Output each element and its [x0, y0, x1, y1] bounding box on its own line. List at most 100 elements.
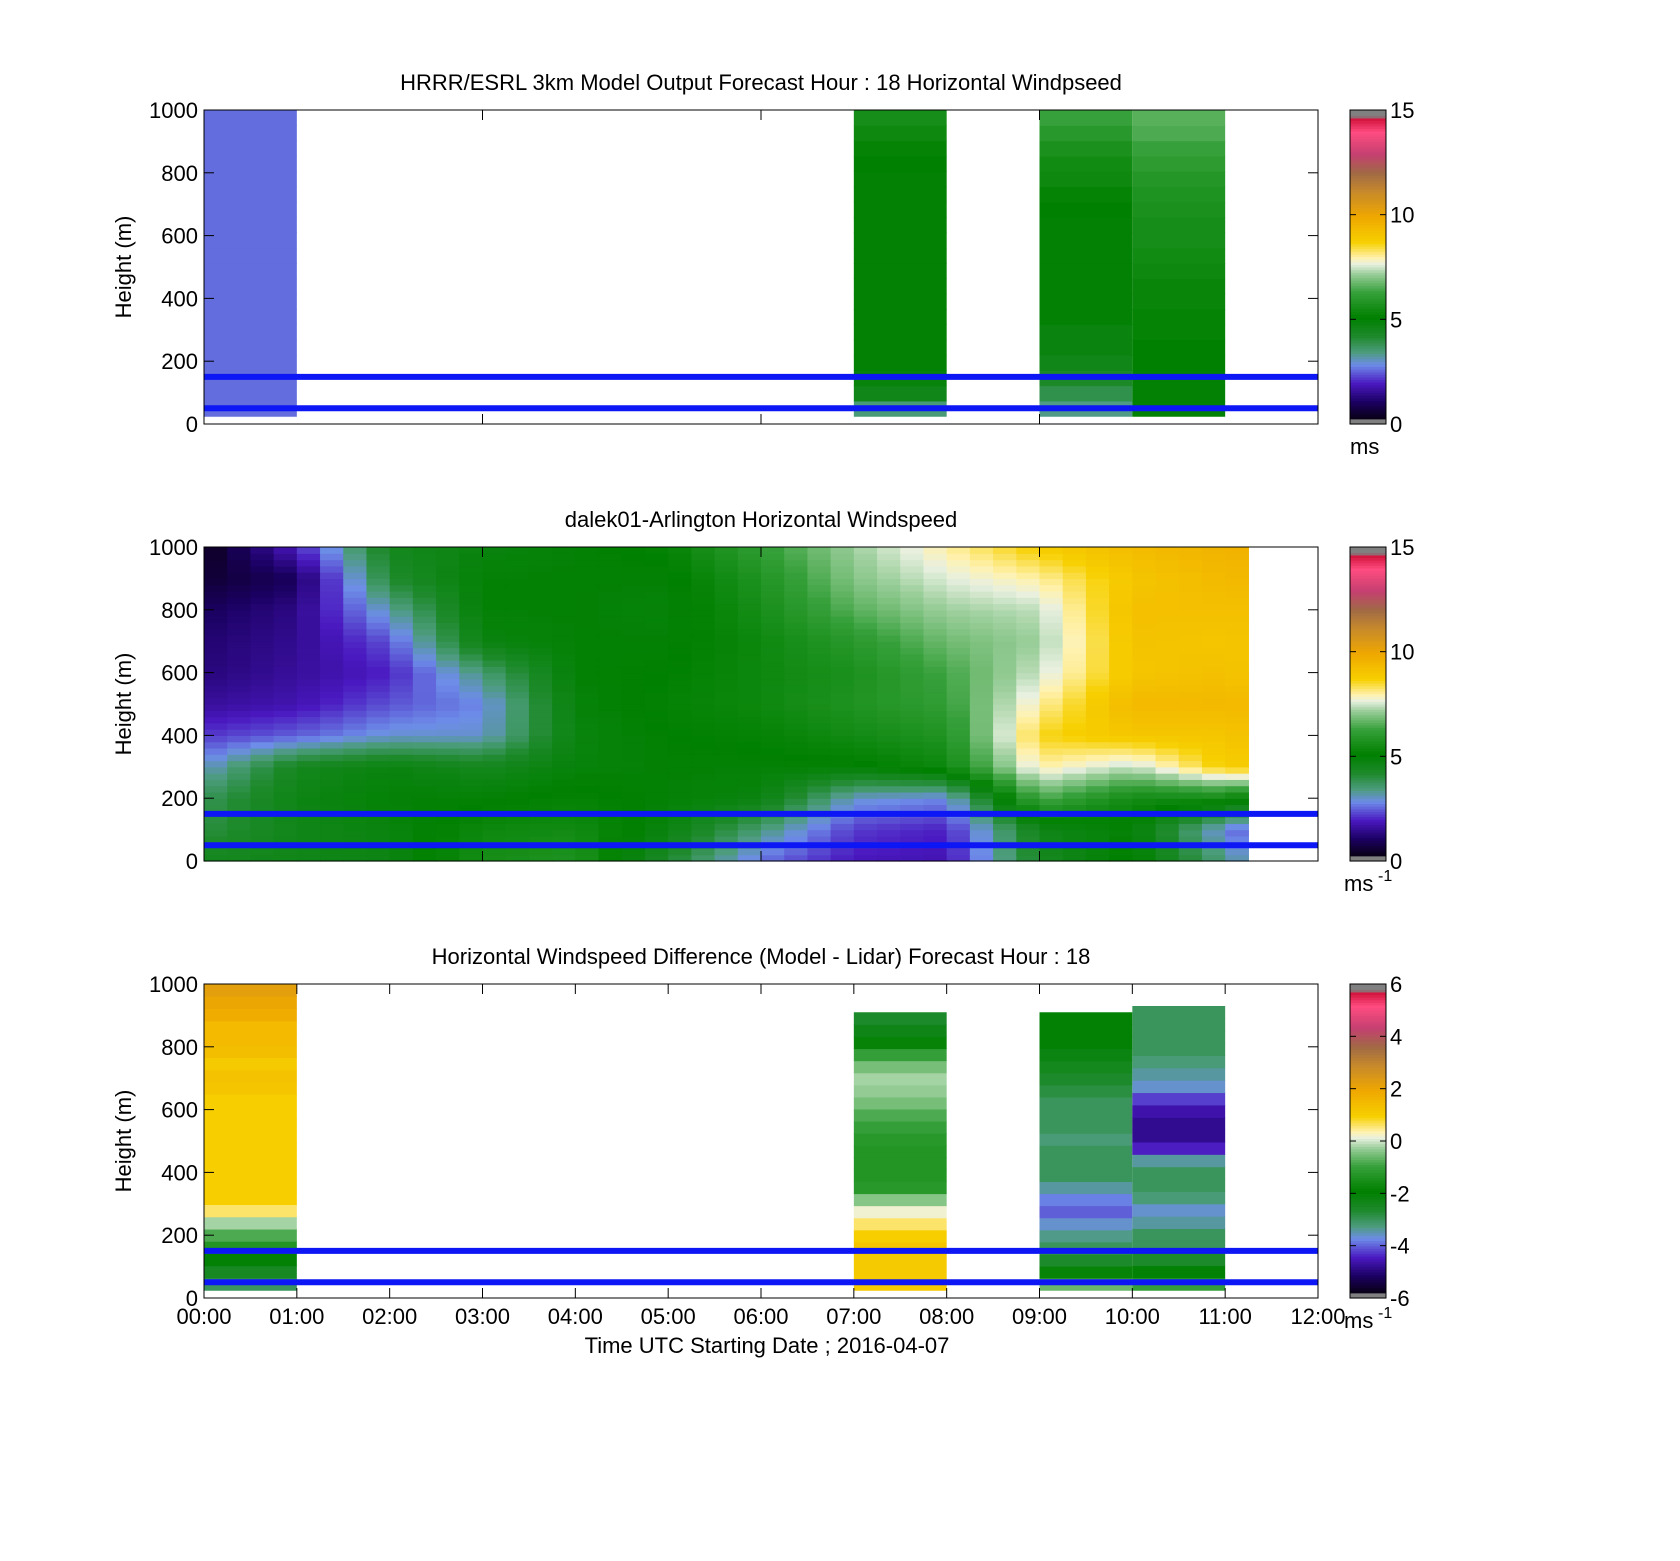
colorbar-swatch [1350, 172, 1386, 177]
heatmap-cell [877, 722, 901, 730]
heatmap-cell [1016, 666, 1041, 674]
heatmap-cell [389, 735, 414, 743]
heatmap-cell [761, 628, 785, 636]
heatmap-cell [946, 578, 971, 586]
heatmap-cell [296, 634, 321, 642]
heatmap-cell [1132, 691, 1157, 699]
heatmap-cell [877, 697, 901, 705]
heatmap-cell [969, 716, 994, 724]
heatmap-cell [761, 672, 785, 680]
heatmap-cell [204, 672, 228, 680]
heatmap-cell [969, 603, 994, 611]
heatmap-cell [644, 823, 669, 831]
heatmap-cell [459, 829, 484, 837]
heatmap-cell [505, 823, 530, 831]
heatmap-cell [923, 578, 948, 586]
heatmap-cell [366, 660, 391, 667]
heatmap-cell [1225, 766, 1249, 774]
y-tick-label: 1000 [149, 98, 198, 123]
heatmap-cell [459, 760, 484, 768]
colorbar-swatch [1350, 787, 1386, 791]
heatmap-cell [1085, 741, 1110, 749]
heatmap-cell-col3 [1132, 1055, 1226, 1069]
heatmap-cell [575, 565, 600, 573]
colorbar-swatch [1350, 853, 1386, 857]
y-tick-label: 200 [161, 1223, 198, 1248]
heatmap-cell [320, 773, 344, 780]
heatmap-cell-col2 [1039, 263, 1133, 279]
heatmap-cell [528, 572, 553, 579]
heatmap-cell [412, 785, 437, 793]
heatmap-cell [1132, 553, 1157, 561]
heatmap-cell [412, 647, 437, 655]
heatmap-cell [1039, 773, 1064, 780]
heatmap-cell [273, 741, 298, 749]
heatmap-cell-col2 [1039, 1193, 1133, 1207]
colorbar-swatch [1350, 285, 1386, 289]
heatmap-cell-col3 [1132, 1104, 1226, 1118]
heatmap-cell [389, 848, 414, 856]
heatmap-cell [830, 622, 855, 630]
heatmap-cell [761, 647, 785, 655]
heatmap-cell [1201, 666, 1226, 674]
heatmap-cell [273, 848, 298, 856]
heatmap-cell [830, 848, 855, 856]
heatmap-cell [273, 697, 298, 705]
colorbar-swatch [1350, 625, 1386, 629]
heatmap-cell [1225, 716, 1249, 724]
heatmap-cell [737, 641, 762, 649]
heatmap-cell [366, 729, 391, 736]
heatmap-cell-col0 [204, 1032, 297, 1046]
heatmap-cell [320, 553, 344, 561]
heatmap-cell [737, 854, 762, 862]
colorbar-frame [1349, 109, 1387, 425]
heatmap-cell [366, 559, 391, 567]
heatmap-cell [877, 597, 901, 605]
heatmap-cell [412, 697, 437, 705]
heatmap-cell [830, 584, 855, 592]
heatmap-cell [204, 685, 228, 693]
heatmap-cell [459, 729, 484, 736]
heatmap-cell [784, 565, 809, 573]
heatmap-cell [784, 584, 809, 592]
heatmap-cell [1178, 647, 1203, 655]
heatmap-cell [1039, 572, 1064, 579]
heatmap-cell-col0 [204, 1094, 297, 1108]
heatmap-cell [1178, 590, 1203, 598]
heatmap-cell [343, 609, 368, 617]
heatmap-cell [621, 823, 646, 831]
heatmap-cell [691, 565, 716, 573]
heatmap-cell [598, 747, 623, 755]
colorbar-swatch [1350, 1112, 1386, 1116]
colorbar-swatch [1350, 654, 1386, 658]
heatmap-cell [1155, 584, 1180, 592]
heatmap-cell [830, 829, 855, 837]
heatmap-cell [320, 590, 344, 598]
heatmap-cell-col2 [1039, 1012, 1133, 1025]
heatmap-cell [296, 616, 321, 623]
colorbar-tick-label: 0 [1390, 1129, 1402, 1154]
heatmap-cell [784, 634, 809, 642]
heatmap-cell [1155, 760, 1180, 768]
heatmap-cell [1178, 729, 1203, 736]
heatmap-cell [1132, 609, 1157, 617]
heatmap-cell [296, 672, 321, 680]
heatmap-cell [412, 584, 437, 592]
heatmap-cell-col1 [853, 1217, 947, 1231]
heatmap-cell [993, 553, 1017, 561]
heatmap-cell [366, 641, 391, 649]
heatmap-cell [1109, 597, 1133, 605]
colorbar-swatch [1350, 384, 1386, 388]
heatmap-cell-col1 [853, 1060, 947, 1074]
heatmap-cell [969, 854, 994, 862]
heatmap-cell [1132, 634, 1157, 642]
heatmap-cell [807, 710, 832, 718]
heatmap-cell [250, 559, 275, 567]
heatmap-cell [923, 622, 948, 630]
heatmap-cell-col0 [204, 1192, 297, 1206]
heatmap-cell [296, 766, 321, 774]
heatmap-cell [575, 597, 600, 605]
heatmap-cell [830, 729, 855, 736]
heatmap-cell [552, 817, 576, 824]
heatmap-cell [552, 791, 576, 799]
